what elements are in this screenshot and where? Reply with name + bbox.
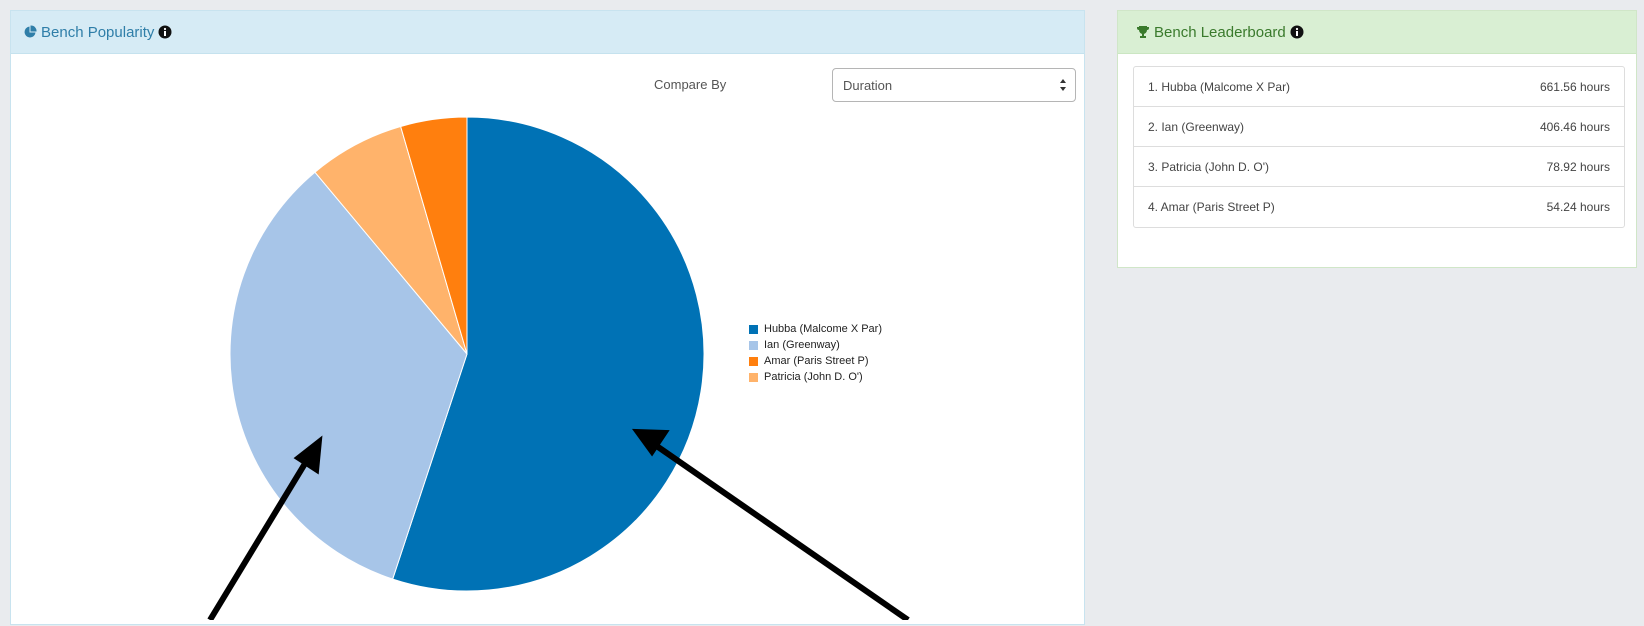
legend-item[interactable]: Hubba (Malcome X Par) xyxy=(749,321,882,337)
bench-leaderboard-title: Bench Leaderboard xyxy=(1154,24,1286,41)
leaderboard-row-name: 4. Amar (Paris Street P) xyxy=(1148,200,1275,214)
leaderboard-row-value: 78.92 hours xyxy=(1547,160,1610,174)
bench-leaderboard-panel: Bench Leaderboard 1. Hubba (Malcome X Pa… xyxy=(1117,10,1637,268)
leaderboard-row[interactable]: 2. Ian (Greenway) 406.46 hours xyxy=(1134,107,1624,147)
leaderboard-row-name: 3. Patricia (John D. O') xyxy=(1148,160,1269,174)
leaderboard-row[interactable]: 3. Patricia (John D. O') 78.92 hours xyxy=(1134,147,1624,187)
legend-label: Amar (Paris Street P) xyxy=(764,355,869,367)
leaderboard-row-value: 406.46 hours xyxy=(1540,120,1610,134)
leaderboard-row-name: 1. Hubba (Malcome X Par) xyxy=(1148,80,1290,94)
legend-label: Ian (Greenway) xyxy=(764,339,840,351)
legend-label: Hubba (Malcome X Par) xyxy=(764,323,882,335)
leaderboard-row-value: 661.56 hours xyxy=(1540,80,1610,94)
bench-leaderboard-header: Bench Leaderboard xyxy=(1118,11,1636,54)
info-icon[interactable] xyxy=(1290,25,1304,39)
pie-chart xyxy=(11,11,1086,626)
leaderboard-row[interactable]: 1. Hubba (Malcome X Par) 661.56 hours xyxy=(1134,67,1624,107)
chart-legend: Hubba (Malcome X Par) Ian (Greenway) Amar … xyxy=(749,321,882,385)
legend-swatch xyxy=(749,341,758,350)
legend-item[interactable]: Ian (Greenway) xyxy=(749,337,882,353)
legend-swatch xyxy=(749,357,758,366)
legend-item[interactable]: Patricia (John D. O') xyxy=(749,369,882,385)
leaderboard-list: 1. Hubba (Malcome X Par) 661.56 hours 2.… xyxy=(1133,66,1625,228)
legend-swatch xyxy=(749,373,758,382)
legend-label: Patricia (John D. O') xyxy=(764,371,863,383)
bench-popularity-panel: Bench Popularity Compare By Duration Hub… xyxy=(10,10,1085,625)
trophy-icon xyxy=(1136,25,1150,39)
legend-swatch xyxy=(749,325,758,334)
leaderboard-row[interactable]: 4. Amar (Paris Street P) 54.24 hours xyxy=(1134,187,1624,227)
leaderboard-row-name: 2. Ian (Greenway) xyxy=(1148,120,1244,134)
legend-item[interactable]: Amar (Paris Street P) xyxy=(749,353,882,369)
leaderboard-row-value: 54.24 hours xyxy=(1547,200,1610,214)
